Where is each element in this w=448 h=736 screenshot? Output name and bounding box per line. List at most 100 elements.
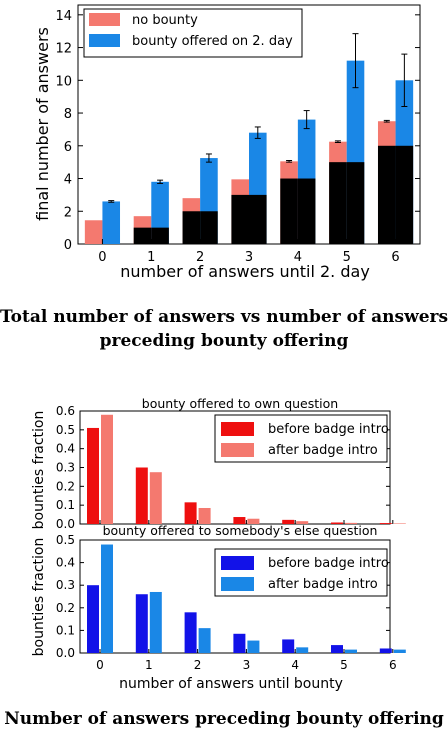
c3-x-tick-label: 6	[389, 658, 397, 672]
c1-bar-base-bounty	[395, 145, 414, 244]
c3-legend-label-after: after badge intro	[268, 577, 378, 592]
c1-y-tick-label: 8	[64, 107, 72, 122]
c2-bar-after	[393, 523, 406, 524]
c1-x-tick-label: 1	[147, 250, 155, 265]
c1-bar-base-bounty	[200, 211, 218, 244]
c1-bar-no-bounty	[84, 220, 103, 244]
c1-x-tick-label: 2	[196, 250, 204, 265]
c1-y-tick-label: 4	[64, 173, 72, 188]
c3-x-tick-label: 0	[96, 658, 104, 672]
c3-bar-after	[101, 544, 113, 653]
c1-bar-base-bounty	[297, 178, 316, 244]
caption-top-line1: Total number of answers vs number of ans…	[0, 307, 448, 327]
c2-legend-label-after: after badge intro	[268, 443, 378, 458]
c1-legend: no bounty bounty offered on 2. day	[83, 8, 303, 58]
c1-legend-box	[83, 8, 303, 58]
caption-top-line2: preceding bounty offering	[100, 331, 349, 351]
c3-bar-after	[345, 649, 357, 653]
caption-bottom: Number of answers preceding bounty offer…	[4, 709, 444, 729]
c3-x-tick-label: 2	[194, 658, 202, 672]
c3-x-tick-label: 4	[291, 658, 299, 672]
c1-legend-label-no-bounty: no bounty	[132, 13, 198, 28]
c2-y-tick-label: 0.2	[56, 479, 75, 493]
c3-legend: before badge intro after badge intro	[214, 548, 389, 597]
c2-bar-before	[233, 517, 246, 524]
c1-x-tick-label: 6	[391, 250, 399, 265]
c3-bar-before	[379, 648, 392, 653]
c2-legend-swatch-before	[221, 422, 254, 436]
c1-x-ticks: 0 1 2 3 4 5 6	[98, 239, 400, 265]
c3-y-tick-label: 0.2	[56, 601, 75, 615]
c1-legend-swatch-bounty	[89, 34, 120, 47]
c3-legend-swatch-before	[221, 556, 254, 570]
c1-y-axis-label: final number of answers	[33, 27, 52, 221]
c2-bar-after	[198, 507, 211, 524]
c2-y-tick-label: 0.6	[56, 404, 75, 418]
c1-bar-bounty-offered	[102, 201, 121, 244]
c3-x-tick-label: 1	[145, 658, 153, 672]
c2-y-axis-label: bounties fraction	[31, 411, 47, 530]
c2-legend: before badge intro after badge intro	[214, 414, 389, 463]
c3-x-tick-label: 3	[243, 658, 251, 672]
c1-x-tick-label: 5	[343, 250, 351, 265]
c2-y-tick-label: 0.1	[56, 498, 75, 512]
c2-title: bounty offered to own question	[142, 396, 338, 411]
c1-x-tick-label: 0	[98, 250, 106, 265]
c2-y-tick-label: 0.4	[56, 442, 75, 456]
c3-title: bounty offered to somebody's else questi…	[103, 523, 378, 538]
c3-legend-label-before: before badge intro	[268, 556, 389, 571]
c1-bar-base-no-bounty	[231, 194, 249, 244]
c3-bars	[87, 544, 406, 653]
c1-bar-base-no-bounty	[133, 227, 152, 244]
c2-bar-before	[379, 523, 392, 524]
c1-legend-swatch-no-bounty	[89, 13, 120, 26]
c1-y-tick-label: 12	[55, 42, 72, 57]
c1-bar-base-no-bounty	[377, 145, 396, 244]
c1-bar-base-no-bounty	[329, 162, 347, 244]
c3-bar-after	[149, 591, 162, 653]
c3-y-tick-label: 0.4	[56, 556, 75, 570]
c3-y-tick-label: 0.1	[56, 623, 75, 637]
c3-bar-before	[87, 585, 99, 653]
c1-y-ticks: 0 2 4 6 8 10 12 14	[55, 9, 420, 253]
c3-y-axis-label: bounties fraction	[31, 538, 47, 657]
c3-x-ticks: 0 1 2 3 4 5 6	[96, 658, 396, 672]
c2-y-tick-label: 0.0	[56, 517, 75, 531]
c1-x-tick-label: 4	[294, 250, 302, 265]
c1-x-axis-label: number of answers until 2. day	[120, 262, 370, 281]
c2-bar-before	[282, 519, 295, 524]
c1-y-tick-label: 10	[55, 74, 72, 89]
c2-bar-before	[184, 502, 197, 524]
c2-y-ticks: 0.0 0.1 0.2 0.3 0.4 0.5 0.6	[56, 404, 390, 531]
c3-y-ticks: 0.0 0.1 0.2 0.3 0.4 0.5	[56, 533, 390, 660]
c3-y-tick-label: 0.5	[56, 533, 75, 547]
c3-x-axis-label: number of answers until bounty	[119, 676, 343, 692]
c2-bar-before	[331, 522, 343, 524]
c2-bar-after	[345, 522, 357, 524]
c3-bar-after	[247, 640, 260, 653]
c2-bar-after	[101, 414, 113, 524]
c2-legend-label-before: before badge intro	[268, 422, 389, 437]
c2-legend-swatch-after	[221, 443, 254, 457]
own-question-chart: bounty offered to own question 0.0 0.1 0.2…	[31, 396, 406, 531]
c1-y-tick-label: 0	[64, 238, 72, 253]
c3-x-tick-label: 5	[340, 658, 348, 672]
c2-bars	[87, 414, 406, 524]
c1-bar-base-no-bounty	[280, 178, 298, 244]
c1-y-tick-label: 2	[64, 205, 72, 220]
else-question-chart: bounty offered to somebody's else questi…	[31, 523, 406, 692]
c3-bar-before	[282, 639, 295, 653]
c3-bar-after	[393, 649, 406, 653]
c3-bar-before	[233, 633, 246, 653]
c1-bar-base-bounty	[249, 194, 267, 244]
c3-bar-after	[198, 628, 211, 653]
c3-y-tick-label: 0.3	[56, 578, 75, 592]
c1-bar-base-bounty	[151, 227, 169, 244]
c3-bar-before	[331, 645, 343, 653]
c2-bar-before	[135, 467, 148, 524]
c2-y-tick-label: 0.5	[56, 423, 75, 437]
c1-bar-base-no-bounty	[182, 211, 201, 244]
c1-legend-label-bounty: bounty offered on 2. day	[132, 34, 293, 49]
